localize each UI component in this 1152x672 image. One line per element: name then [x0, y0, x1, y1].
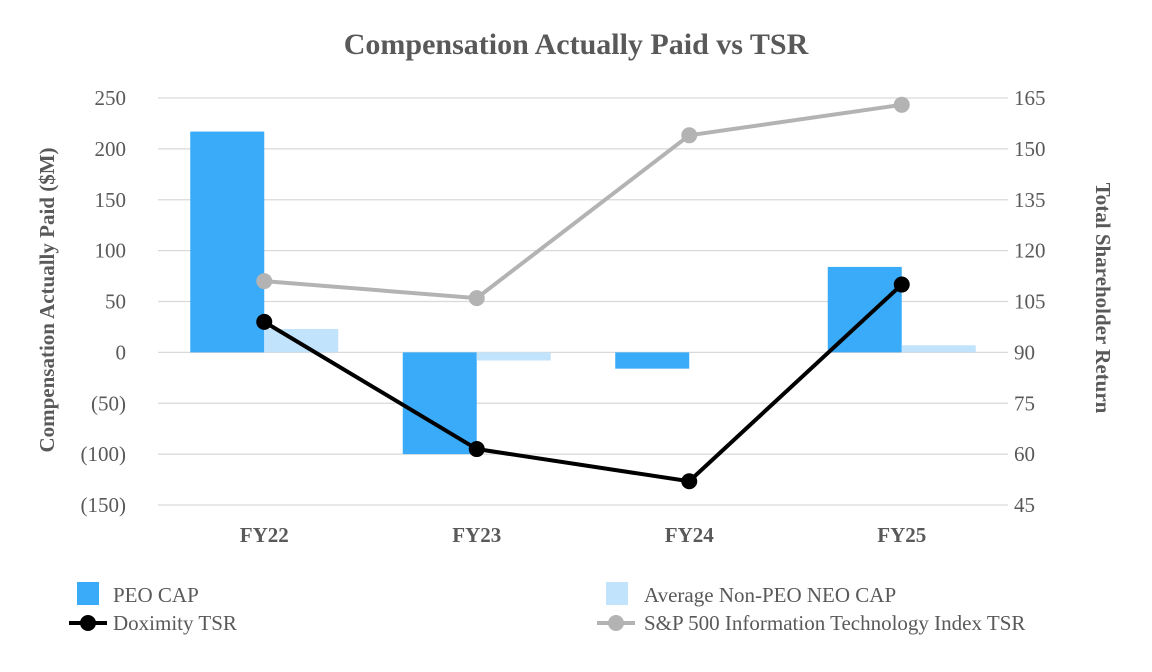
y2-tick-label: 45: [1014, 493, 1035, 517]
y-tick-label: 250: [95, 86, 127, 110]
y-axis-ticks: 250 200 150 100 50 0 (50) (100) (150): [81, 86, 127, 517]
peo-cap-bar-fy22: [190, 131, 265, 353]
y2-tick-label: 150: [1014, 137, 1046, 161]
lines: [256, 96, 910, 490]
y-tick-label: 50: [105, 290, 126, 314]
sp500-it-tsr-point-fy24: [681, 127, 698, 144]
legend-label-neo-cap: Average Non-PEO NEO CAP: [644, 583, 896, 607]
y2-tick-label: 60: [1014, 442, 1035, 466]
x-category-label: FY23: [452, 523, 501, 547]
peo-cap-bar-fy24: [615, 352, 690, 369]
x-category-label: FY22: [240, 523, 289, 547]
neo-cap-bar-fy23: [476, 352, 551, 361]
y2-axis-title: Total Shareholder Return: [1091, 183, 1115, 414]
y-tick-label: 100: [95, 239, 127, 263]
legend-label-doximity: Doximity TSR: [113, 611, 237, 635]
y2-tick-label: 165: [1014, 86, 1046, 110]
y2-tick-label: 75: [1014, 391, 1035, 415]
x-category-label: FY25: [877, 523, 926, 547]
neo-cap-bar-fy22: [264, 328, 339, 353]
y2-axis-ticks: 165 150 135 120 105 90 75 60 45: [1014, 86, 1046, 517]
doximity-tsr-line: [263, 283, 904, 484]
legend: PEO CAP Average Non-PEO NEO CAP Doximity T…: [69, 582, 1025, 635]
legend-label-sp500: S&P 500 Information Technology Index TSR: [644, 611, 1025, 635]
y-tick-label: 150: [95, 188, 127, 212]
y2-tick-label: 135: [1014, 188, 1046, 212]
chart-title: Compensation Actually Paid vs TSR: [344, 28, 809, 61]
doximity-tsr-point-fy22: [256, 313, 273, 330]
y-tick-label: 0: [116, 340, 127, 364]
doximity-tsr-point-fy23: [468, 441, 485, 458]
legend-marker-sp500: [608, 615, 624, 631]
sp500-it-tsr-point-fy23: [468, 290, 485, 307]
x-category-label: FY24: [665, 523, 714, 547]
doximity-tsr-point-fy25: [893, 276, 910, 293]
y-tick-label: (100): [81, 442, 127, 466]
x-axis-categories: FY22 FY23 FY24 FY25: [240, 523, 927, 547]
sp500-it-tsr-point-fy25: [893, 96, 910, 113]
peo-cap-bar-fy25: [827, 266, 902, 353]
sp500-it-tsr-point-fy22: [256, 273, 273, 290]
neo-cap-bar-fy25: [901, 345, 976, 353]
legend-label-peo-cap: PEO CAP: [113, 583, 199, 607]
y-tick-label: 200: [95, 137, 127, 161]
legend-swatch-peo-cap: [77, 582, 99, 605]
doximity-tsr-point-fy24: [681, 473, 698, 490]
y2-tick-label: 105: [1014, 290, 1046, 314]
y2-tick-label: 90: [1014, 340, 1035, 364]
y-axis-title: Compensation Actually Paid ($M): [35, 147, 59, 452]
y-tick-label: (150): [81, 493, 127, 517]
peo-cap-bar-fy23: [402, 352, 477, 455]
y2-tick-label: 120: [1014, 239, 1046, 263]
legend-swatch-neo-cap: [606, 582, 628, 605]
y-tick-label: (50): [91, 391, 126, 415]
bars: [190, 131, 976, 455]
sp500-it-tsr-line: [264, 102, 903, 301]
legend-marker-doximity: [80, 615, 96, 631]
